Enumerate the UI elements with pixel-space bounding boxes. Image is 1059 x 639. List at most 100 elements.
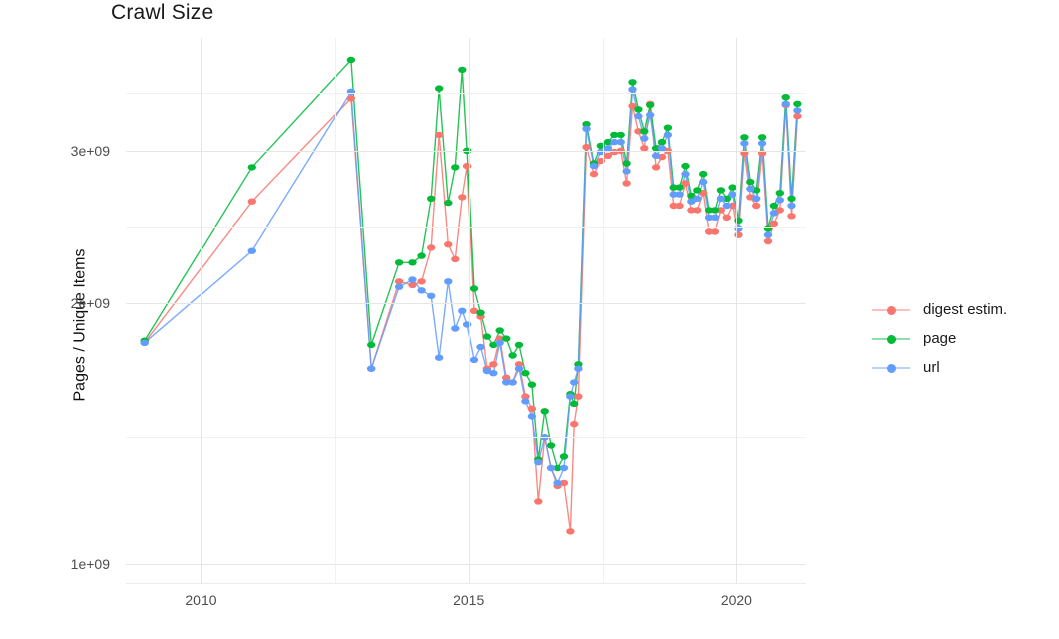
legend-item-label: digest estim. bbox=[923, 301, 1008, 318]
data-point bbox=[540, 408, 549, 415]
data-point bbox=[553, 464, 562, 472]
data-point bbox=[651, 164, 661, 171]
data-point bbox=[546, 464, 556, 472]
series-points-url bbox=[140, 86, 802, 487]
legend-dot-icon bbox=[887, 363, 896, 373]
data-point bbox=[451, 164, 460, 171]
data-point bbox=[408, 276, 417, 283]
data-point bbox=[740, 140, 749, 147]
data-point bbox=[408, 281, 417, 289]
data-point bbox=[566, 393, 575, 400]
data-point bbox=[793, 112, 802, 120]
data-point bbox=[628, 102, 637, 110]
data-point bbox=[669, 202, 678, 210]
gridline-horizontal-minor bbox=[126, 92, 806, 94]
y-axis-title-container: Pages / Unique Items bbox=[6, 180, 88, 470]
data-point bbox=[417, 278, 426, 285]
data-point bbox=[757, 140, 767, 147]
x-axis-tick-label: 2010 bbox=[185, 592, 217, 608]
data-point bbox=[427, 292, 436, 299]
data-point bbox=[716, 187, 726, 194]
data-point bbox=[793, 107, 802, 114]
plot-series-svg bbox=[140, 56, 802, 535]
data-point bbox=[559, 464, 569, 472]
legend-item-page[interactable]: page bbox=[872, 324, 1052, 353]
data-point bbox=[675, 191, 684, 198]
data-point bbox=[681, 162, 690, 170]
data-point bbox=[502, 374, 511, 381]
data-point bbox=[769, 210, 779, 217]
data-point bbox=[640, 128, 649, 135]
data-point bbox=[508, 352, 517, 359]
data-point bbox=[651, 145, 661, 152]
data-point bbox=[628, 79, 637, 86]
data-point bbox=[610, 148, 619, 156]
data-point bbox=[435, 85, 444, 92]
data-point bbox=[675, 184, 684, 191]
data-point bbox=[451, 255, 460, 263]
data-point bbox=[444, 199, 453, 207]
gridline-horizontal-major bbox=[126, 563, 806, 565]
data-point bbox=[367, 341, 376, 349]
plot-panel bbox=[126, 38, 806, 583]
data-point bbox=[781, 100, 790, 107]
data-point bbox=[502, 379, 511, 386]
data-point bbox=[559, 479, 569, 487]
gridline-horizontal-major bbox=[126, 303, 806, 305]
legend-item-label: page bbox=[923, 330, 957, 347]
data-point bbox=[574, 365, 583, 372]
data-point bbox=[546, 442, 556, 449]
data-point bbox=[681, 180, 690, 187]
data-point bbox=[787, 202, 796, 210]
data-point bbox=[603, 138, 613, 146]
legend: digest estim. page url bbox=[872, 295, 1052, 382]
data-point bbox=[669, 184, 678, 191]
data-point bbox=[408, 259, 417, 266]
data-point bbox=[247, 198, 256, 205]
data-point bbox=[570, 379, 579, 386]
y-axis-tick-label: 1e+09 bbox=[70, 555, 110, 572]
data-point bbox=[622, 168, 631, 175]
data-point bbox=[603, 145, 613, 152]
data-point bbox=[574, 361, 583, 368]
x-axis-rule bbox=[126, 583, 806, 584]
data-point bbox=[616, 131, 625, 139]
data-point bbox=[514, 365, 524, 372]
data-point bbox=[427, 244, 436, 251]
data-point bbox=[514, 361, 524, 368]
data-point bbox=[458, 194, 467, 201]
gridline-vertical-major bbox=[201, 38, 202, 583]
data-point bbox=[752, 202, 761, 210]
data-point bbox=[469, 307, 479, 314]
data-point bbox=[793, 100, 802, 107]
data-point bbox=[462, 321, 472, 328]
data-point bbox=[495, 339, 504, 346]
legend-item-digest-estim-[interactable]: digest estim. bbox=[872, 295, 1052, 324]
data-point bbox=[728, 202, 737, 210]
data-point bbox=[610, 138, 619, 146]
x-axis-tick-label: 2015 bbox=[453, 592, 485, 608]
data-point bbox=[589, 162, 599, 170]
data-point bbox=[553, 479, 562, 487]
data-point bbox=[582, 125, 591, 133]
data-point bbox=[646, 111, 655, 119]
data-point bbox=[746, 178, 755, 186]
data-point bbox=[752, 195, 761, 202]
data-point bbox=[710, 207, 720, 214]
data-point bbox=[489, 361, 498, 368]
data-point bbox=[346, 56, 356, 64]
legend-key-swatch bbox=[872, 330, 910, 348]
data-point bbox=[693, 207, 702, 214]
data-point bbox=[482, 333, 492, 340]
data-point bbox=[646, 101, 655, 109]
series-line-page bbox=[144, 58, 799, 470]
data-point bbox=[657, 138, 667, 146]
data-point bbox=[746, 185, 755, 193]
data-point bbox=[521, 398, 530, 405]
data-point bbox=[763, 231, 773, 238]
data-point bbox=[582, 121, 591, 128]
data-point bbox=[781, 94, 790, 101]
legend-item-url[interactable]: url bbox=[872, 353, 1052, 382]
data-point bbox=[417, 287, 426, 294]
data-point bbox=[527, 381, 537, 388]
